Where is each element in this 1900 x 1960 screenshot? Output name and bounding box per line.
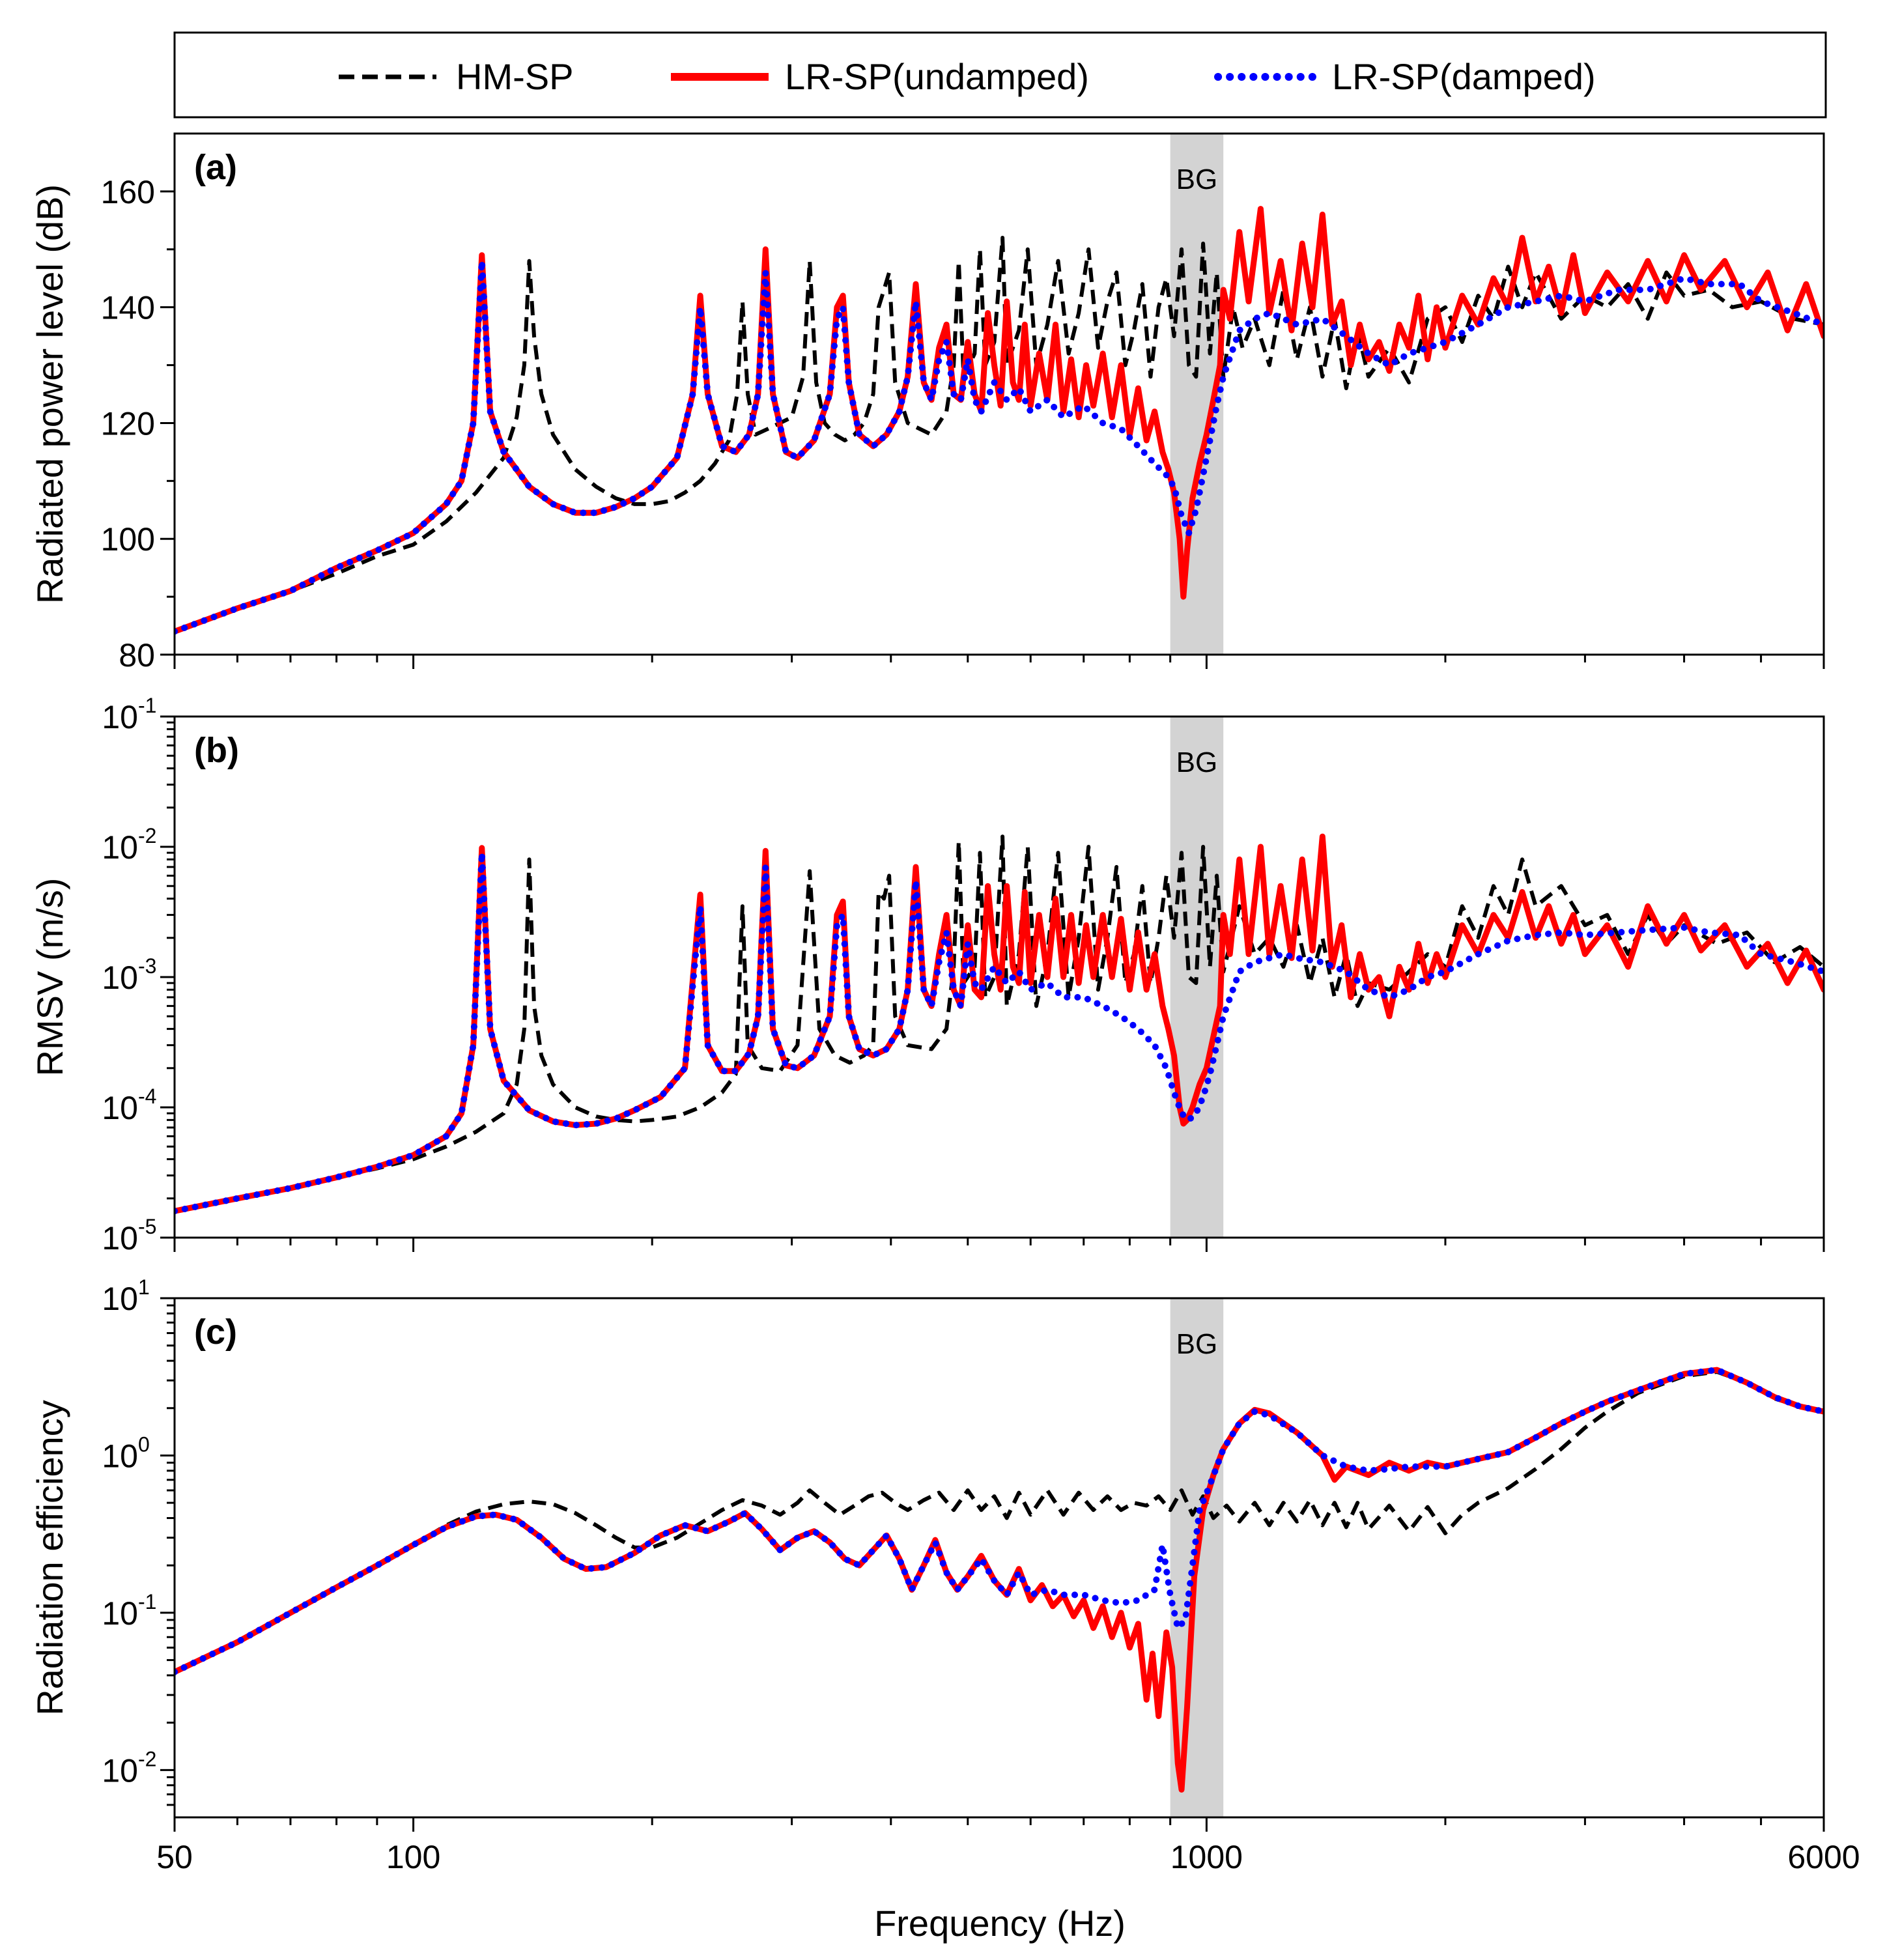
- y-tick-label: 10: [102, 1752, 138, 1789]
- y-tick-label: 160: [101, 174, 155, 210]
- band-gap-label: BG: [1176, 163, 1218, 195]
- y-tick-exponent: -1: [138, 1590, 156, 1613]
- y-tick-label: 80: [119, 637, 155, 674]
- y-axis-title: Radiated power level (dB): [29, 184, 70, 604]
- x-tick-label: 50: [156, 1839, 193, 1875]
- panel-label: (c): [194, 1313, 237, 1352]
- band-gap-label: BG: [1176, 746, 1218, 778]
- y-axis-title: Radiation efficiency: [29, 1400, 70, 1716]
- y-axis-title: RMSV (m/s): [29, 878, 70, 1077]
- series-group: [175, 1367, 1824, 1793]
- x-tick-label: 1000: [1170, 1839, 1243, 1875]
- y-tick-label: 10: [102, 1595, 138, 1632]
- plot-frame: [173, 1297, 1825, 1819]
- band-gap-label: BG: [1176, 1328, 1218, 1360]
- y-tick-exponent: -2: [138, 824, 156, 847]
- y-tick-label: 10: [102, 1281, 138, 1317]
- series-hm-sp: [175, 236, 1824, 634]
- series-group: [175, 206, 1824, 635]
- x-axis-title: Frequency (Hz): [874, 1903, 1126, 1944]
- x-axis-labels: 50 100 1000 6000: [156, 1839, 1860, 1875]
- panel-label: (b): [194, 731, 239, 770]
- legend-label-lr-sp-damped: LR-SP(damped): [1332, 56, 1596, 97]
- x-tick-label: 100: [386, 1839, 440, 1875]
- y-tick-label: 10: [102, 699, 138, 735]
- y-tick-exponent: -2: [138, 1747, 156, 1770]
- y-tick-exponent: -1: [138, 694, 156, 717]
- y-tick-label: 10: [102, 1090, 138, 1126]
- y-tick-exponent: -5: [138, 1215, 156, 1238]
- series-lr-sp-damped: [175, 257, 1824, 635]
- y-tick-label: 10: [102, 829, 138, 866]
- panel-a: BG 80 100 120 140 160 (a) Radiated power level …: [29, 132, 1825, 674]
- legend: HM-SP LR-SP(undamped) LR-SP(damped): [173, 31, 1827, 119]
- panel-label: (a): [194, 148, 237, 187]
- y-tick-label: 10: [102, 959, 138, 996]
- band-gap-region: [1170, 717, 1224, 1238]
- y-tick-label: 100: [101, 521, 155, 558]
- series-lr-sp-undamped: [175, 206, 1824, 634]
- series-group: [175, 833, 1824, 1215]
- y-tick-exponent: -4: [138, 1085, 156, 1108]
- y-tick-exponent: 0: [138, 1432, 150, 1456]
- y-tick-label: 120: [101, 405, 155, 442]
- series-lr-sp-damped: [175, 1367, 1824, 1675]
- series-lr-sp-undamped: [175, 833, 1824, 1214]
- legend-box: [173, 31, 1827, 119]
- series-lr-sp-damped: [175, 849, 1824, 1215]
- legend-label-hm-sp: HM-SP: [456, 56, 573, 97]
- y-tick-label: 140: [101, 290, 155, 326]
- y-tick-exponent: -3: [138, 954, 156, 978]
- plot-frame: [173, 132, 1825, 656]
- series-hm-sp: [175, 834, 1824, 1214]
- x-tick-label: 6000: [1787, 1839, 1860, 1875]
- y-tick-label: 10: [102, 1220, 138, 1257]
- y-tick-label: 10: [102, 1438, 138, 1474]
- legend-label-lr-sp-undamped: LR-SP(undamped): [785, 56, 1089, 97]
- y-tick-exponent: 1: [138, 1275, 150, 1299]
